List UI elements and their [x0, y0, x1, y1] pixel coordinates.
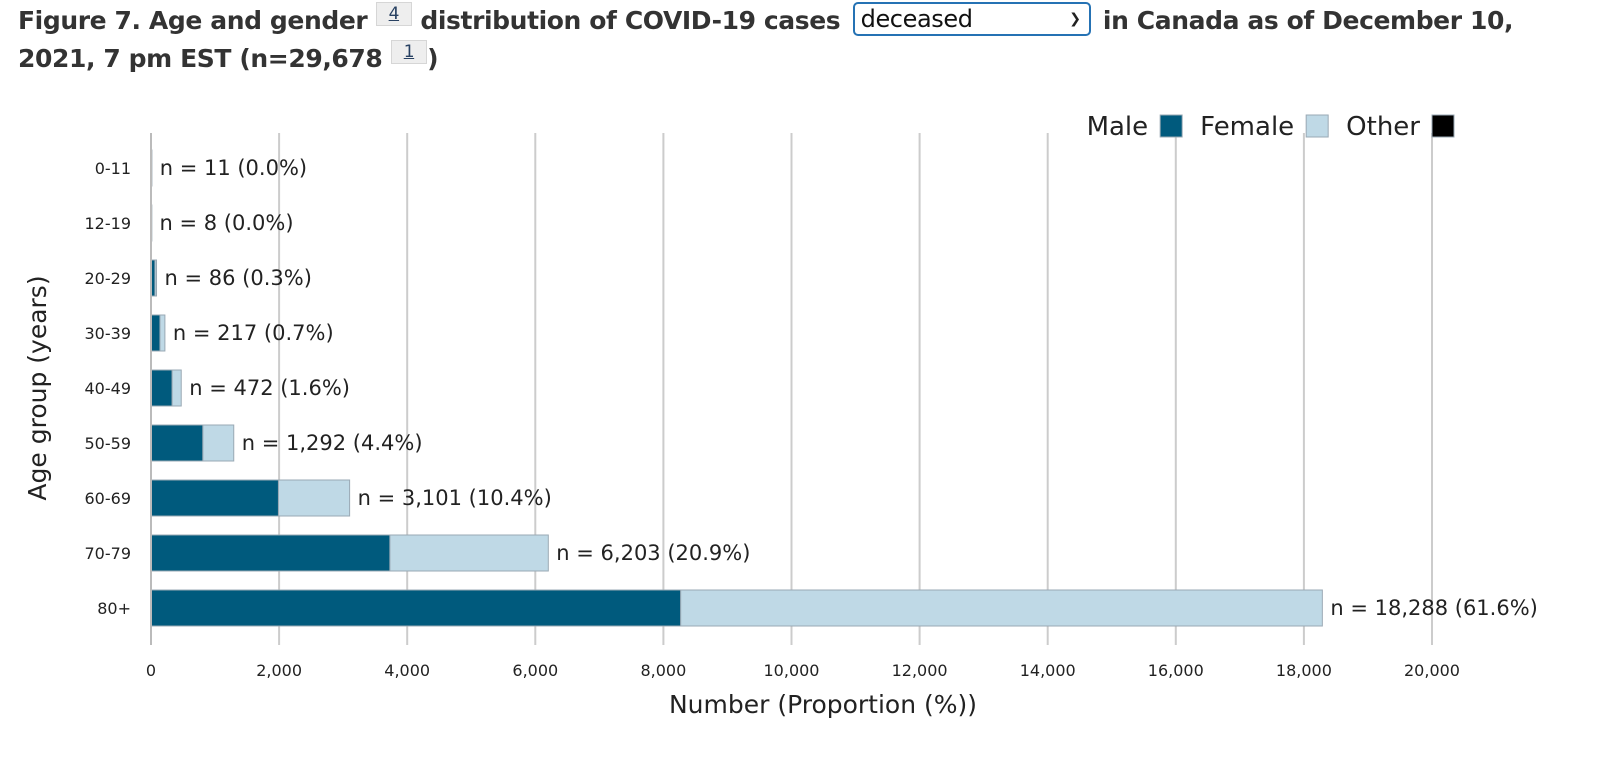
x-tick-label: 6,000	[512, 661, 558, 680]
bar-segment-male	[150, 424, 204, 462]
data-label: n = 6,203 (20.9%)	[556, 541, 750, 565]
y-tick-label: 70-79	[85, 544, 132, 563]
y-tick-label: 40-49	[85, 379, 132, 398]
data-label: n = 8 (0.0%)	[160, 211, 294, 235]
x-tick-label: 20,000	[1404, 661, 1460, 680]
y-tick-label: 50-59	[85, 434, 132, 453]
data-labels: n = 11 (0.0%) n = 8 (0.0%) n = 86 (0.3%) n …	[160, 156, 1538, 620]
y-axis-title: Age group (years)	[23, 275, 52, 500]
data-label: n = 18,288 (61.6%)	[1330, 596, 1538, 620]
x-tick-label: 12,000	[892, 661, 948, 680]
data-label: n = 11 (0.0%)	[160, 156, 307, 180]
legend-label-other: Other	[1346, 112, 1420, 142]
title-part-3: in Canada as of December 10, 2021, 7 pm …	[18, 6, 1514, 73]
x-tick-label: 4,000	[384, 661, 430, 680]
bar-segment-female	[277, 479, 351, 517]
bar-segment-male	[150, 369, 173, 407]
y-tick-label: 0-11	[95, 159, 131, 178]
x-tick-label: 2,000	[256, 661, 302, 680]
data-label: n = 472 (1.6%)	[189, 376, 350, 400]
x-tick-label: 8,000	[640, 661, 686, 680]
title-part-1: Figure 7. Age and gender	[18, 6, 368, 35]
title-part-4: )	[427, 44, 439, 73]
x-tick-label: 10,000	[764, 661, 820, 680]
footnote-4-link[interactable]: 4	[375, 2, 413, 26]
legend-swatch-other	[1431, 114, 1455, 138]
case-type-selected-value: deceased	[860, 5, 973, 33]
bar-segment-female	[171, 369, 182, 407]
bar-segment-female	[154, 259, 158, 297]
x-tick-label: 14,000	[1020, 661, 1076, 680]
y-tick-label: 60-69	[85, 489, 132, 508]
data-label: n = 1,292 (4.4%)	[242, 431, 423, 455]
x-tick-label: 16,000	[1148, 661, 1204, 680]
y-tick-label: 20-29	[85, 269, 132, 288]
case-type-select[interactable]: deceased ❯	[852, 2, 1091, 36]
bar-segment-female	[389, 534, 549, 572]
axes: 0 2,000 4,000 6,000 8,000 10,000 12,000 14,000 1…	[85, 133, 1460, 680]
bar-segment-female	[680, 589, 1323, 627]
y-tick-label: 12-19	[85, 214, 132, 233]
bar-segment-female	[159, 314, 166, 352]
bars	[150, 149, 1323, 627]
figure-title: Figure 7. Age and gender 4 distribution …	[18, 2, 1588, 78]
bar-segment-male	[150, 314, 161, 352]
bar-segment-male	[150, 534, 391, 572]
data-label: n = 3,101 (10.4%)	[358, 486, 552, 510]
legend-label-male: Male	[1087, 112, 1149, 142]
legend: Other Female Male	[1087, 112, 1455, 142]
bar-segment-male	[150, 479, 279, 517]
title-part-2: distribution of COVID-19 cases	[420, 6, 841, 35]
y-tick-label: 80+	[97, 599, 131, 618]
footnote-1-link[interactable]: 1	[390, 40, 428, 64]
legend-label-female: Female	[1200, 112, 1294, 142]
legend-swatch-female	[1305, 114, 1329, 138]
chevron-down-icon: ❯	[1069, 11, 1081, 27]
x-tick-label: 18,000	[1276, 661, 1332, 680]
x-axis-title: Number (Proportion (%))	[669, 690, 977, 719]
x-tick-label: 0	[146, 661, 156, 680]
legend-swatch-male	[1159, 114, 1183, 138]
data-label: n = 217 (0.7%)	[173, 321, 334, 345]
y-tick-label: 30-39	[85, 324, 132, 343]
bar-segment-female	[202, 424, 235, 462]
bar-segment-male	[150, 589, 682, 627]
data-label: n = 86 (0.3%)	[165, 266, 312, 290]
